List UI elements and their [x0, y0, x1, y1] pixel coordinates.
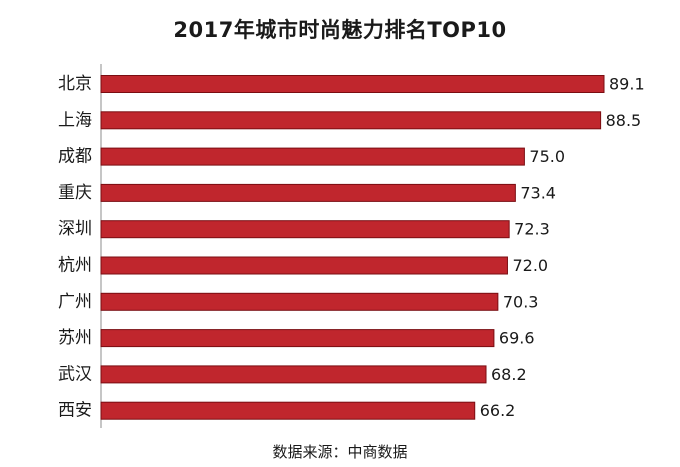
source-label: 数据来源 [272, 443, 333, 461]
bar [100, 111, 602, 130]
category-label: 上海 [58, 110, 92, 130]
category-label: 重庆 [58, 183, 92, 203]
category-label: 北京 [58, 74, 92, 94]
data-label: 72.3 [514, 220, 550, 239]
data-label: 69.6 [499, 329, 535, 348]
data-label: 66.2 [480, 401, 516, 420]
bar [100, 401, 476, 420]
bar [100, 75, 605, 93]
category-label: 深圳 [58, 219, 92, 239]
data-label: 68.2 [491, 365, 527, 384]
data-label: 72.0 [512, 256, 548, 275]
category-label: 武汉 [58, 364, 92, 384]
chart-title: 2017年城市时尚魅力排名TOP10 [173, 18, 507, 42]
source-separator: ： [332, 443, 348, 461]
category-label: 苏州 [58, 328, 92, 348]
data-source-note: 数据来源：中商数据 [0, 441, 680, 462]
data-label: 75.0 [529, 147, 565, 166]
data-label: 89.1 [609, 75, 645, 94]
bar [100, 256, 508, 275]
category-label: 广州 [58, 292, 92, 312]
bar [100, 365, 487, 384]
category-label: 成都 [58, 147, 92, 167]
bar [100, 220, 510, 239]
category-label: 杭州 [58, 256, 92, 276]
bar [100, 292, 499, 311]
source-name: 中商数据 [347, 443, 408, 461]
bar [100, 147, 525, 166]
category-label: 西安 [58, 401, 92, 421]
bar [100, 183, 516, 202]
data-label: 73.4 [520, 183, 556, 202]
data-label: 88.5 [606, 111, 642, 130]
bar [100, 329, 495, 348]
data-label: 70.3 [503, 292, 539, 311]
